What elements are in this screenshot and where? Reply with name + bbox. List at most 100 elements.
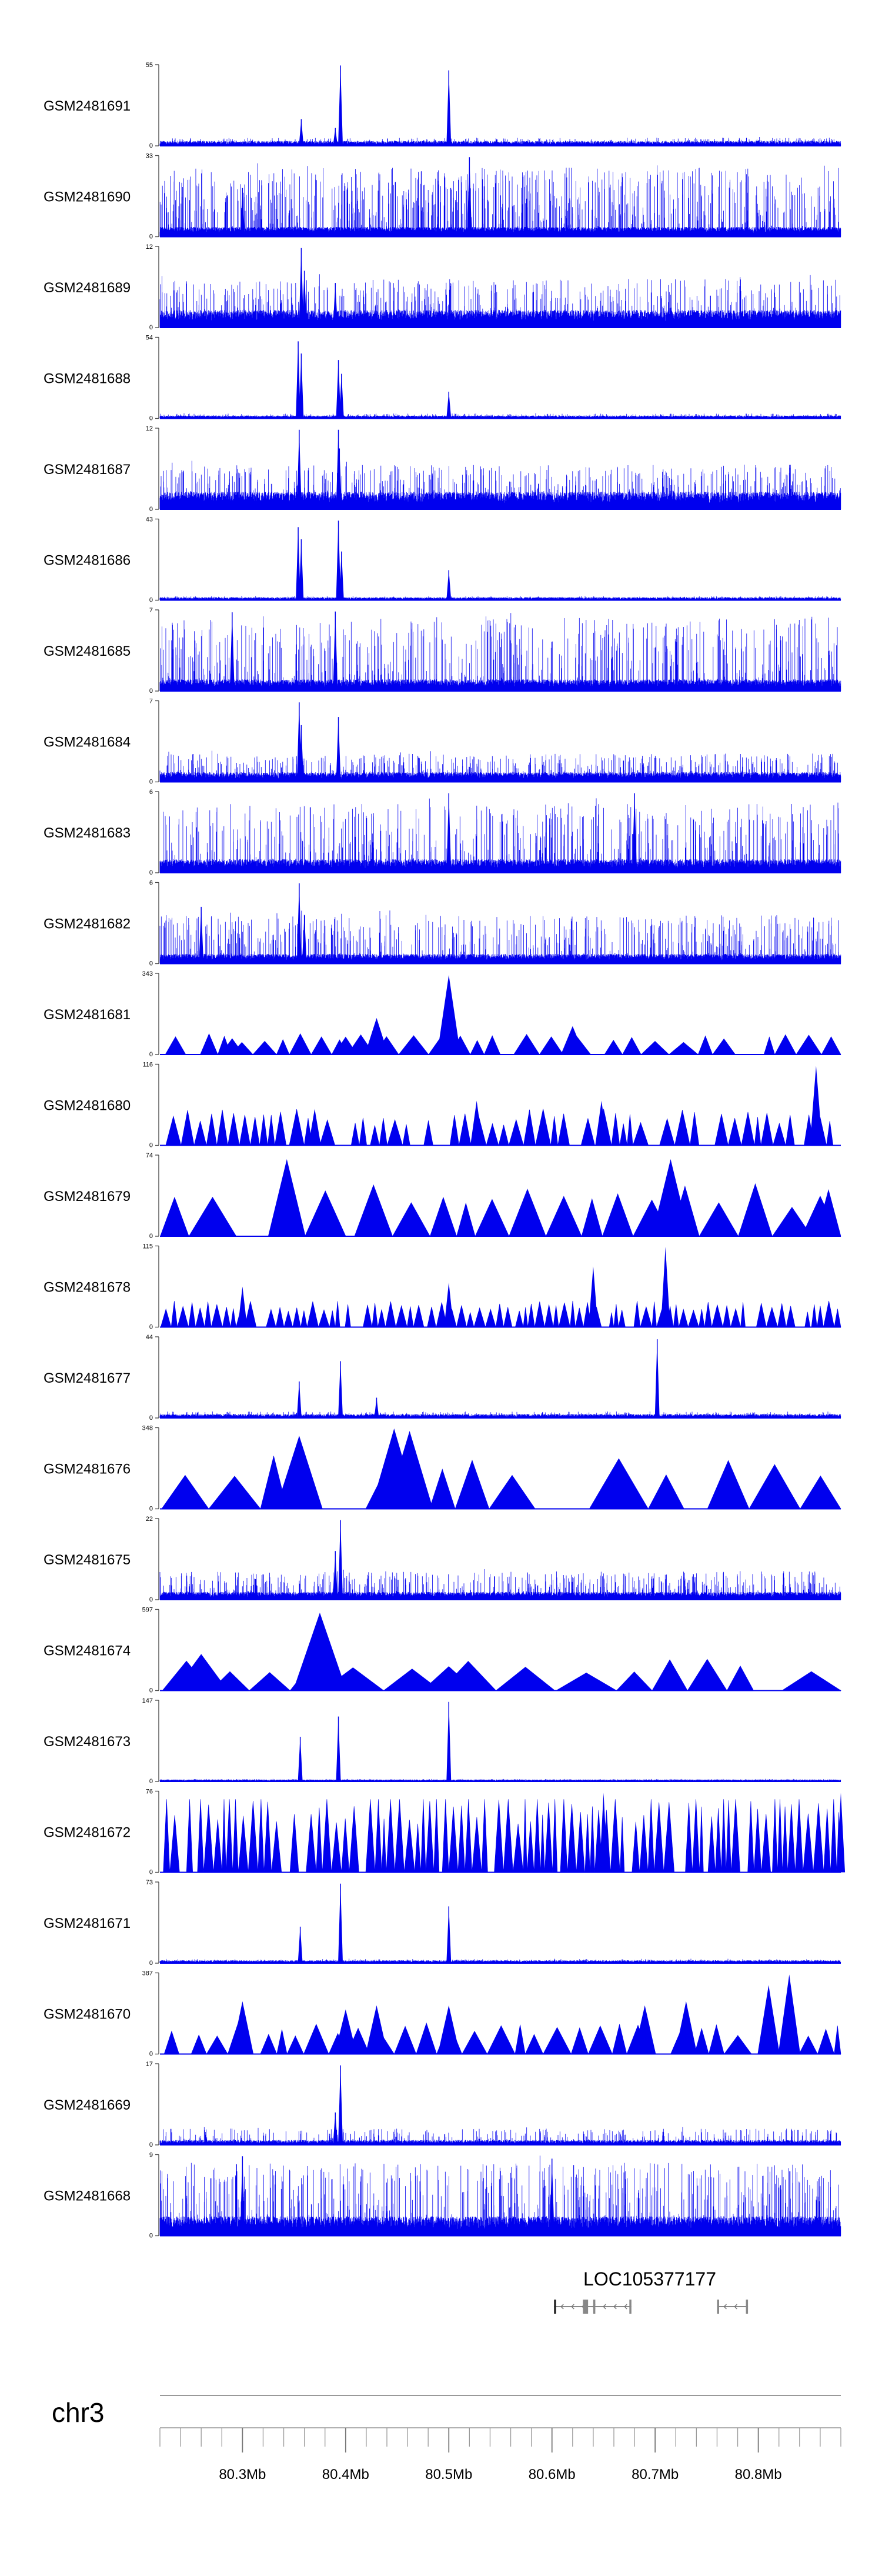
signal-peak <box>231 2001 254 2054</box>
signal-bars <box>159 2155 841 2236</box>
y-min-label: 0 <box>149 779 153 786</box>
track-GSM2481680: GSM2481680 116 0 <box>44 1062 841 1149</box>
y-max-label: 343 <box>142 970 153 977</box>
y-min-label: 0 <box>149 960 153 967</box>
signal-triangles <box>165 1109 834 1146</box>
signal-triangles <box>161 1453 841 1509</box>
track-GSM2481688: GSM2481688 54 0 <box>44 335 841 422</box>
genome-axis: chr3 80.3Mb 80.4Mb 80.5Mb 80.6Mb 80.7Mb 80.8Mb <box>52 2395 841 2482</box>
strand-arrow <box>613 2304 617 2310</box>
signal-triangles <box>165 1033 841 1055</box>
y-max-label: 74 <box>146 1152 153 1159</box>
track-label: GSM2481683 <box>44 825 131 841</box>
x-tick-label: 80.5Mb <box>425 2467 472 2482</box>
y-max-label: 147 <box>142 1697 153 1704</box>
signal-bars <box>159 798 841 873</box>
signal-bars <box>159 137 841 146</box>
signal-peak <box>595 1100 608 1146</box>
y-min-label: 0 <box>149 1506 153 1513</box>
x-tick-label: 80.8Mb <box>735 2467 782 2482</box>
track-GSM2481687: GSM2481687 12 0 <box>44 425 841 513</box>
track-label: GSM2481679 <box>44 1189 131 1204</box>
y-min-label: 0 <box>149 1414 153 1422</box>
y-min-label: 0 <box>149 1778 153 1785</box>
y-max-label: 7 <box>149 607 153 614</box>
strand-arrow <box>603 2304 606 2310</box>
track-label: GSM2481674 <box>44 1643 131 1659</box>
signal-peak <box>333 1036 358 1055</box>
y-max-label: 12 <box>146 243 153 251</box>
signal-triangles <box>160 1183 841 1237</box>
signal-triangles <box>162 1659 842 1691</box>
x-tick-label: 80.7Mb <box>632 2467 679 2482</box>
track-label: GSM2481677 <box>44 1370 131 1386</box>
track-GSM2481686: GSM2481686 43 0 <box>44 516 841 604</box>
track-GSM2481679: GSM2481679 74 0 <box>44 1152 841 1240</box>
x-tick-label: 80.6Mb <box>529 2467 576 2482</box>
y-max-label: 116 <box>142 1062 153 1069</box>
track-GSM2481668: GSM2481668 9 0 <box>44 2152 841 2240</box>
y-min-label: 0 <box>149 1960 153 1967</box>
signal-bars <box>159 595 841 600</box>
signal-peak <box>444 1282 454 1327</box>
gene-exon <box>593 2300 596 2314</box>
y-max-label: 387 <box>142 1970 153 1977</box>
y-max-label: 9 <box>149 2152 153 2159</box>
strand-arrow <box>560 2304 564 2310</box>
signal-peak <box>801 1196 839 1236</box>
y-min-label: 0 <box>149 1869 153 1876</box>
track-label: GSM2481689 <box>44 280 131 296</box>
track-GSM2481673: GSM2481673 147 0 <box>44 1697 841 1785</box>
signal-peak <box>599 1793 608 1873</box>
y-min-label: 0 <box>149 233 153 241</box>
y-max-label: 348 <box>142 1425 153 1432</box>
strand-arrow <box>723 2304 727 2310</box>
x-tick-label: 80.3Mb <box>219 2467 266 2482</box>
y-max-label: 17 <box>146 2061 153 2068</box>
y-min-label: 0 <box>149 506 153 513</box>
gene-exon <box>629 2300 632 2314</box>
signal-peak <box>276 1436 323 1509</box>
track-label: GSM2481669 <box>44 2097 131 2113</box>
signal-peak <box>174 1654 228 1691</box>
track-GSM2481689: GSM2481689 12 0 <box>44 243 841 331</box>
signal-bars <box>159 910 841 964</box>
y-min-label: 0 <box>149 142 153 149</box>
signal-triangles <box>163 1799 841 1873</box>
y-min-label: 0 <box>149 688 153 695</box>
track-label: GSM2481678 <box>44 1280 131 1296</box>
y-max-label: 6 <box>149 880 153 887</box>
signal-peak <box>660 1246 670 1327</box>
signal-peak <box>836 1793 846 1873</box>
track-GSM2481677: GSM2481677 44 0 <box>44 1334 841 1422</box>
signal-peak <box>810 1066 823 1146</box>
gene-exon <box>583 2300 589 2314</box>
track-label: GSM2481671 <box>44 1916 131 1931</box>
y-max-label: 7 <box>149 698 153 705</box>
signal-peak <box>335 2009 357 2054</box>
signal-peak <box>365 1017 389 1055</box>
track-GSM2481671: GSM2481671 73 0 <box>44 1879 841 1967</box>
signal-peak <box>238 1286 248 1327</box>
y-max-label: 73 <box>146 1879 153 1886</box>
signal-peak <box>308 1109 321 1146</box>
signal-peak <box>220 1038 244 1055</box>
y-min-label: 0 <box>149 1142 153 1149</box>
y-min-label: 0 <box>149 1687 153 1694</box>
track-label: GSM2481675 <box>44 1552 131 1568</box>
track-GSM2481669: GSM2481669 17 0 <box>44 2061 841 2148</box>
track-label: GSM2481688 <box>44 371 131 387</box>
chromosome-label: chr3 <box>52 2397 104 2428</box>
y-min-label: 0 <box>149 1324 153 1331</box>
track-GSM2481670: GSM2481670 387 0 <box>44 1970 841 2058</box>
track-label: GSM2481680 <box>44 1098 131 1114</box>
signal-peak <box>778 1974 801 2054</box>
signal-peak <box>588 1266 598 1327</box>
signal-peak <box>560 1026 584 1055</box>
y-min-label: 0 <box>149 869 153 876</box>
track-label: GSM2481691 <box>44 98 131 114</box>
signal-bars <box>159 1958 841 1963</box>
y-min-label: 0 <box>149 1596 153 1603</box>
track-GSM2481685: GSM2481685 7 0 <box>44 607 841 695</box>
signal-bars <box>159 274 841 328</box>
